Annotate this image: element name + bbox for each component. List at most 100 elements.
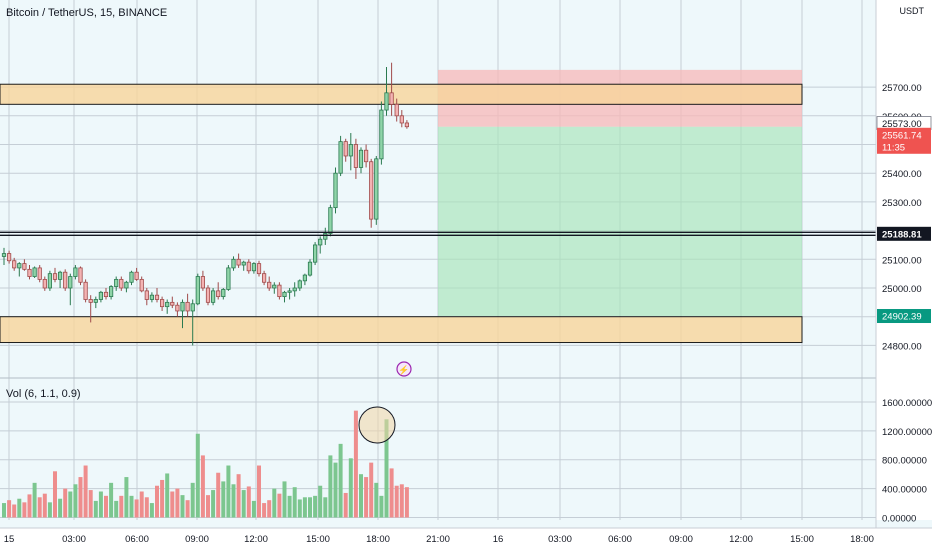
candle-body [170, 301, 175, 306]
volume-bar [292, 487, 297, 518]
candle-body [404, 122, 410, 128]
volume-bar [374, 482, 379, 518]
time-tick-label: 16 [493, 534, 504, 545]
price-tick-label: 25300.00 [882, 198, 922, 209]
candle-body [394, 103, 399, 117]
volume-bar [190, 482, 195, 518]
volume-bar [83, 465, 88, 518]
candle-body [369, 161, 374, 220]
candle-body [98, 291, 103, 300]
price-tick-label: 24800.00 [882, 341, 922, 352]
volume-bar [364, 477, 369, 518]
volume-bar [73, 484, 78, 518]
current-price-text: 25561.74 [882, 130, 922, 141]
volume-highlight-circle [358, 406, 396, 444]
volume-bar [272, 488, 277, 518]
candle-body [358, 149, 364, 168]
volume-bar [98, 491, 103, 518]
candle-body [318, 238, 323, 246]
time-axis[interactable]: 15 03:00 06:00 09:00 12:00 15:00 18:00 21:00 16 0… [0, 527, 932, 550]
candle-body [333, 172, 338, 209]
volume-bar [2, 503, 6, 518]
volume-bar [78, 477, 83, 518]
candle-body [159, 299, 165, 308]
time-tick-label: 03:00 [62, 534, 86, 545]
time-tick-label: 15:00 [306, 534, 330, 545]
candle-body [292, 287, 297, 292]
candle-body [312, 244, 318, 263]
price-axis[interactable]: 24800.0024900.0025000.0025100.0025200.00… [875, 0, 932, 550]
event-marker [396, 361, 412, 377]
volume-bar [369, 462, 374, 518]
candle-body [256, 263, 262, 275]
volume-bar [129, 495, 134, 518]
volume-bar [170, 491, 175, 518]
candle-body [231, 258, 236, 269]
current-price-tag [877, 127, 931, 154]
volume-bar [144, 497, 149, 518]
volume-bar [195, 433, 200, 518]
volume-bar [22, 502, 27, 518]
level-price-tag [877, 226, 931, 241]
candle-body [241, 261, 246, 266]
bar-countdown-text: 11:35 [882, 142, 905, 153]
candle-body [88, 299, 93, 303]
volume-bar [328, 455, 333, 518]
symbol-title[interactable]: Bitcoin / TetherUS, 15, BINANCE [6, 7, 168, 19]
price-tick-label: 25400.00 [882, 169, 922, 180]
volume-bar [119, 495, 124, 518]
volume-bar [32, 482, 37, 518]
volume-bar [68, 491, 73, 518]
volume-bar [323, 497, 328, 518]
candle-body [32, 267, 37, 277]
candle-body [384, 92, 389, 111]
volume-bar [353, 410, 358, 518]
candle-body [129, 271, 134, 283]
time-axis-background [0, 528, 932, 550]
volume-bar [359, 474, 363, 518]
candle-body [144, 290, 149, 300]
volume-bar [389, 468, 394, 518]
volume-tick-label: 0.00000 [882, 514, 916, 525]
candle-body [175, 304, 180, 312]
price-tick-label: 25100.00 [882, 255, 922, 266]
volume-bar [124, 477, 129, 518]
candle-body [134, 271, 139, 280]
volume-bar [282, 481, 287, 518]
candle-body [37, 267, 42, 280]
volume-bar [175, 488, 180, 518]
candle-body [323, 233, 328, 240]
candle-body [389, 92, 394, 105]
time-tick-label: 12:00 [729, 534, 753, 545]
volume-bar [200, 455, 205, 518]
volume-bar [297, 499, 302, 518]
candle-body [139, 278, 144, 292]
volume-bar [348, 458, 353, 518]
candle-body [307, 261, 313, 276]
volume-bar [185, 500, 190, 518]
lightning-icon: ⚡ [398, 364, 409, 376]
volume-bar [262, 503, 267, 518]
volume-indicator-label[interactable]: Vol (6, 1.1, 0.9) [6, 388, 81, 400]
volume-bar [267, 500, 272, 518]
candle-body [226, 267, 231, 290]
candle-body [287, 290, 292, 293]
volume-bar [308, 497, 312, 518]
candle-body [73, 267, 78, 277]
volume-bar [384, 419, 389, 518]
candle-body [124, 281, 129, 289]
volume-bar [53, 471, 57, 518]
currency-label[interactable]: USDT [899, 6, 925, 16]
candle-body [52, 273, 58, 280]
volume-bar [42, 493, 47, 518]
volume-bar [399, 484, 404, 518]
volume-bar [343, 492, 348, 518]
time-tick-label: 09:00 [185, 534, 209, 545]
time-tick-label: 09:00 [669, 534, 693, 545]
volume-bar [236, 474, 241, 518]
price-axis-background [876, 0, 932, 520]
candle-body [210, 290, 216, 303]
candle-body [348, 144, 353, 157]
